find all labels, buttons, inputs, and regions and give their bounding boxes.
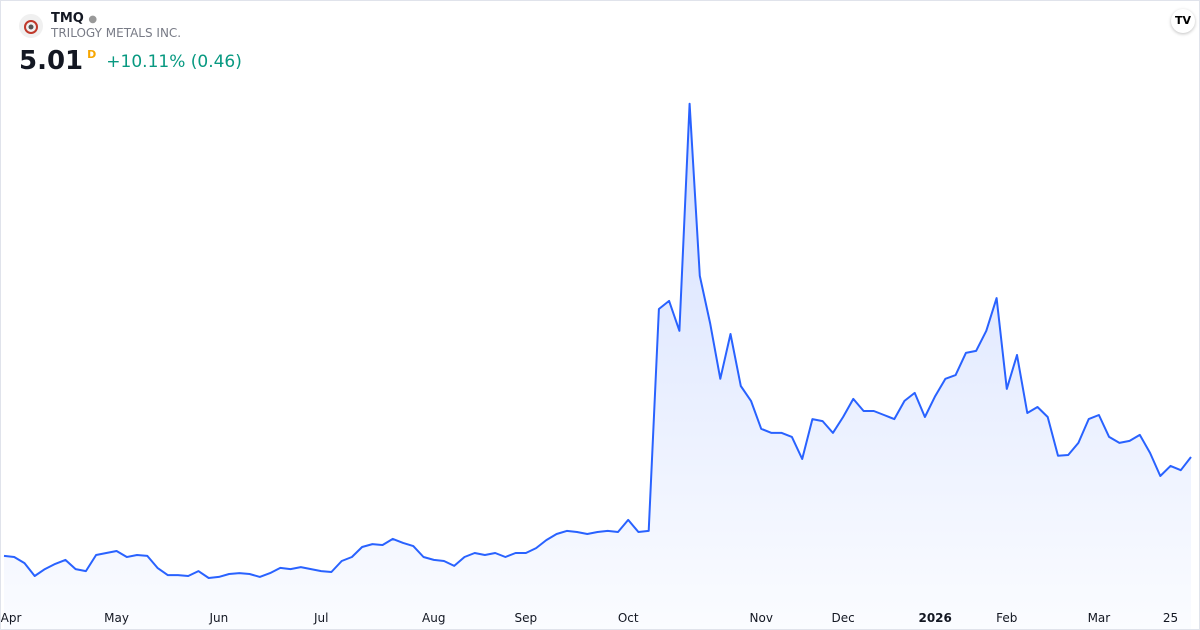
area-fill: [4, 103, 1191, 629]
x-tick-label: 2026: [918, 611, 951, 625]
price: 5.01: [19, 46, 84, 76]
tv-logo[interactable]: TV: [1171, 9, 1195, 33]
x-tick-label: Apr: [1, 611, 21, 625]
logo: [19, 13, 43, 38]
x-tick-label: Sep: [515, 611, 538, 625]
price-line: [3, 102, 1192, 579]
price-flag: D: [87, 48, 97, 61]
x-tick-label: Nov: [750, 611, 773, 625]
x-tick-label: Mar: [1088, 611, 1111, 625]
x-tick-label: Oct: [618, 611, 639, 625]
x-tick-label: Feb: [996, 611, 1017, 625]
x-tick-label: Aug: [422, 611, 445, 625]
x-tick-label: Dec: [831, 611, 854, 625]
header: TMQ ● TRILOGY METALS INC. 5.01 D +10.11%…: [19, 11, 242, 76]
company: TRILOGY METALS INC.: [51, 26, 182, 40]
x-tick-label: Jun: [209, 611, 229, 625]
symbol: TMQ: [51, 11, 84, 26]
x-tick-label: 25: [1163, 611, 1178, 625]
x-tick-label: Jul: [313, 611, 328, 625]
change: +10.11% (0.46): [106, 52, 242, 72]
x-tick-label: May: [104, 611, 129, 625]
